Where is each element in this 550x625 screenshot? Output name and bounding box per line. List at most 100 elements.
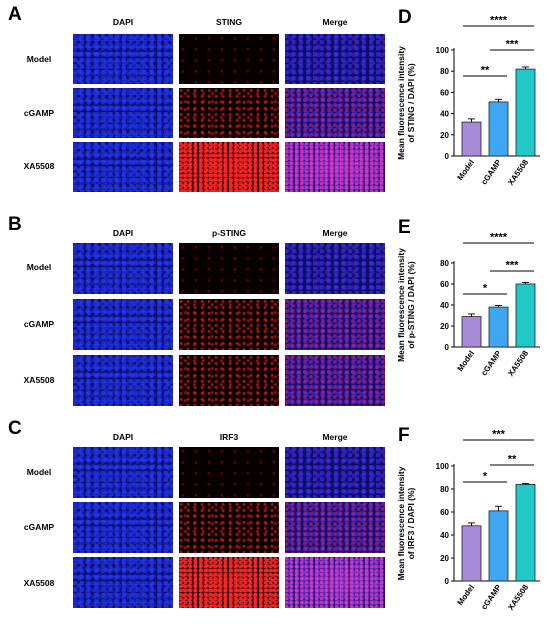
y-tick-label: 40 <box>440 110 449 119</box>
bar-model <box>461 121 482 157</box>
significance-label: * <box>483 471 488 483</box>
bar-chart-e: E Mean fluorescence intensity of p-STING /… <box>396 217 540 378</box>
y-tick-label: 0 <box>445 577 450 586</box>
micrograph-b-cgamp-p-sting <box>179 299 279 350</box>
column-header-dapi: DAPI <box>112 17 134 27</box>
micrograph-b-model-p-sting <box>179 243 279 294</box>
significance-label: **** <box>490 232 508 244</box>
significance-label: *** <box>506 39 520 51</box>
micrograph-a-model-sting <box>179 34 279 84</box>
y-tick-label: 20 <box>440 554 449 563</box>
y-tick-label: 80 <box>440 259 449 268</box>
significance-label: ** <box>481 65 490 77</box>
row-label-model: Model <box>26 54 52 64</box>
micrograph-a-xa5508-dapi <box>73 142 173 192</box>
y-tick-label: 20 <box>440 131 449 140</box>
micrograph-a-xa5508-merge <box>285 142 385 192</box>
panel-letter-c: C <box>8 418 22 439</box>
micrograph-b-xa5508-dapi <box>73 355 173 406</box>
micrograph-c-cgamp-merge <box>285 502 385 553</box>
row-label-xa5508: XA5508 <box>23 161 55 171</box>
bar-xa5508 <box>515 68 536 157</box>
significance-label: * <box>483 283 488 295</box>
micrograph-b-cgamp-merge <box>285 299 385 350</box>
y-tick-label: 20 <box>440 322 449 331</box>
panel-letter-f: F <box>398 425 410 446</box>
micrograph-b-xa5508-p-sting <box>179 355 279 406</box>
y-tick-label: 100 <box>436 46 450 55</box>
micrograph-a-cgamp-sting <box>179 88 279 138</box>
column-header-dapi: DAPI <box>112 228 134 238</box>
significance-label: *** <box>492 429 506 441</box>
y-tick-label: 80 <box>440 67 449 76</box>
panel-letter-b: B <box>8 214 22 235</box>
x-tick-label-xa5508: XA5508 <box>506 158 530 187</box>
micrograph-b-cgamp-dapi <box>73 299 173 350</box>
x-tick-label-cgamp: cGAMP <box>479 582 503 611</box>
significance-label: **** <box>490 15 508 27</box>
x-tick-label-cgamp: cGAMP <box>479 157 503 186</box>
y-tick-label: 0 <box>445 343 450 352</box>
micrograph-a-cgamp-dapi <box>73 88 173 138</box>
x-tick-label-model: Model <box>456 583 477 607</box>
bar-cgamp <box>488 101 509 157</box>
bar-xa5508 <box>515 484 536 582</box>
panel-letter-e: E <box>398 217 411 238</box>
bar-chart-f: F Mean fluorescence intensity of IRF3 / DA… <box>396 425 540 612</box>
row-label-cgamp: cGAMP <box>23 319 55 329</box>
x-tick-label-xa5508: XA5508 <box>506 583 530 612</box>
row-label-model: Model <box>26 262 52 272</box>
column-header-merge: Merge <box>322 17 348 27</box>
micrograph-a-cgamp-merge <box>285 88 385 138</box>
micrograph-c-xa5508-merge <box>285 557 385 608</box>
y-tick-label: 0 <box>445 152 450 161</box>
column-header-p-sting: p-STING <box>212 228 246 238</box>
bar-model <box>461 525 482 582</box>
micrograph-b-xa5508-merge <box>285 355 385 406</box>
panel-letter-a: A <box>8 4 22 25</box>
significance-label: ** <box>508 454 517 466</box>
row-label-model: Model <box>26 467 52 477</box>
row-label-xa5508: XA5508 <box>23 578 55 588</box>
micrograph-b-model-dapi <box>73 243 173 294</box>
bar-cgamp <box>488 306 509 348</box>
micrograph-c-xa5508-irf3 <box>179 557 279 608</box>
micrograph-c-cgamp-irf3 <box>179 502 279 553</box>
bar-chart-d: D Mean fluorescence intensity of STING / D… <box>396 7 540 187</box>
y-tick-label: 80 <box>440 485 449 494</box>
x-tick-label-xa5508: XA5508 <box>506 349 530 378</box>
panel-letter-d: D <box>398 7 412 28</box>
row-label-cgamp: cGAMP <box>23 522 55 532</box>
row-label-cgamp: cGAMP <box>23 108 55 118</box>
column-header-merge: Merge <box>322 228 348 238</box>
y-tick-label: 40 <box>440 531 449 540</box>
y-axis-label-line-1: Mean fluorescence intensity <box>396 46 406 160</box>
column-header-irf3: IRF3 <box>219 432 239 442</box>
micrograph-c-model-dapi <box>73 447 173 498</box>
column-header-sting: STING <box>216 17 242 27</box>
micrograph-a-xa5508-sting <box>179 142 279 192</box>
column-header-dapi: DAPI <box>112 432 134 442</box>
bar-cgamp <box>488 510 509 582</box>
row-label-xa5508: XA5508 <box>23 375 55 385</box>
y-tick-label: 40 <box>440 301 449 310</box>
significance-label: *** <box>506 260 520 272</box>
x-tick-label-model: Model <box>456 158 477 182</box>
micrograph-c-model-irf3 <box>179 447 279 498</box>
micrograph-b-model-merge <box>285 243 385 294</box>
y-tick-label: 60 <box>440 280 449 289</box>
x-tick-label-model: Model <box>456 349 477 373</box>
micrograph-c-xa5508-dapi <box>73 557 173 608</box>
micrograph-c-model-merge <box>285 447 385 498</box>
bar-model <box>461 316 482 348</box>
y-axis-label-line-2: of p-STING / DAPI (%) <box>406 261 416 349</box>
y-tick-label: 100 <box>436 462 450 471</box>
x-tick-label-cgamp: cGAMP <box>479 348 503 377</box>
micrograph-a-model-dapi <box>73 34 173 84</box>
micrograph-c-cgamp-dapi <box>73 502 173 553</box>
y-axis-label-line-1: Mean fluorescence intensity <box>396 248 406 362</box>
y-tick-label: 60 <box>440 508 449 517</box>
y-axis-label-line-2: of STING / DAPI (%) <box>406 63 416 143</box>
y-tick-label: 60 <box>440 88 449 97</box>
bar-xa5508 <box>515 283 536 348</box>
